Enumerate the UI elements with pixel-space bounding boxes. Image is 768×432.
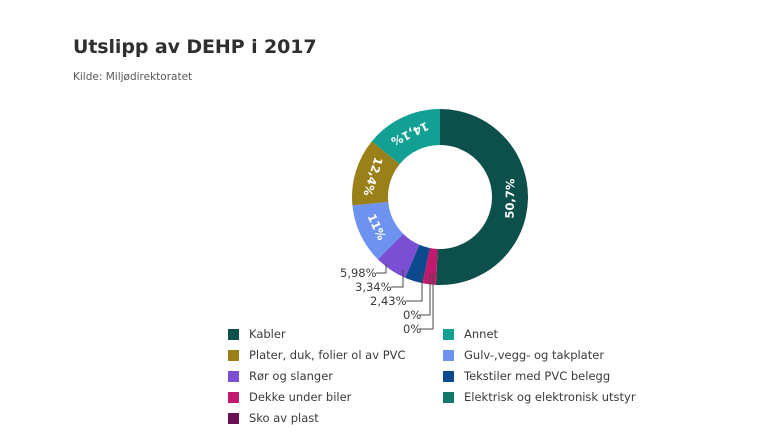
legend-item-label: Dekke under biler	[249, 390, 352, 404]
legend-item-label: Kabler	[249, 327, 286, 341]
legend-item-label: Elektrisk og elektronisk utstyr	[464, 390, 636, 404]
leader-line	[406, 272, 423, 302]
donut-slices	[352, 109, 528, 285]
legend-swatch-icon	[228, 391, 239, 403]
legend-item-label: Rør og slanger	[249, 369, 334, 383]
legend-swatch-icon	[228, 370, 239, 382]
callout-leader-lines	[376, 264, 434, 330]
legend-swatch-icon	[228, 328, 239, 340]
donut-slice[interactable]	[435, 109, 528, 285]
legend-item-label: Sko av plast	[249, 411, 319, 425]
legend-item[interactable]: Tekstiler med PVC belegg	[443, 366, 636, 386]
legend-swatch-icon	[443, 349, 454, 361]
legend-item[interactable]: Plater, duk, folier ol av PVC	[228, 345, 406, 365]
legend-item[interactable]: Dekke under biler	[228, 387, 406, 407]
leader-line	[419, 273, 434, 330]
slice-value-label: 50,7%	[503, 178, 518, 219]
leader-line	[419, 273, 431, 316]
legend-item[interactable]: Kabler	[228, 324, 406, 344]
donut-slice[interactable]	[377, 233, 420, 278]
donut-slice[interactable]	[352, 141, 400, 206]
legend-item[interactable]: Sko av plast	[228, 408, 406, 428]
legend-item[interactable]: Rør og slanger	[228, 366, 406, 386]
legend-column-left: Kabler Plater, duk, folier ol av PVC Rør o…	[228, 324, 406, 429]
donut-slice[interactable]	[352, 201, 404, 260]
leader-line	[376, 264, 387, 274]
callout-value-label: 0%	[403, 308, 422, 322]
callout-value-label: 0%	[403, 322, 422, 336]
chart-source-subtitle: Kilde: Miljødirektoratet	[73, 71, 193, 83]
callout-value-label: 5,98%	[340, 266, 377, 280]
legend-swatch-icon	[443, 370, 454, 382]
legend-swatch-icon	[443, 391, 454, 403]
donut-slice[interactable]	[405, 244, 430, 284]
legend-item[interactable]: Annet	[443, 324, 636, 344]
legend-item-label: Gulv-,vegg- og takplater	[464, 348, 605, 362]
legend-column-right: Annet Gulv-,vegg- og takplater Tekstiler m…	[443, 324, 636, 408]
legend-item-label: Annet	[464, 327, 499, 341]
donut-slice[interactable]	[371, 109, 440, 165]
page-title: Utslipp av DEHP i 2017	[73, 36, 317, 58]
callout-value-label: 3,34%	[355, 280, 392, 294]
leader-line	[391, 270, 404, 288]
legend-item-label: Plater, duk, folier ol av PVC	[249, 348, 406, 362]
legend-item-label: Tekstiler med PVC belegg	[464, 369, 611, 383]
legend-swatch-icon	[228, 349, 239, 361]
legend-item[interactable]: Gulv-,vegg- og takplater	[443, 345, 636, 365]
legend-item[interactable]: Elektrisk og elektronisk utstyr	[443, 387, 636, 407]
donut-slice[interactable]	[422, 247, 438, 285]
callout-value-label: 2,43%	[370, 294, 407, 308]
legend-swatch-icon	[228, 412, 239, 424]
legend-swatch-icon	[443, 328, 454, 340]
